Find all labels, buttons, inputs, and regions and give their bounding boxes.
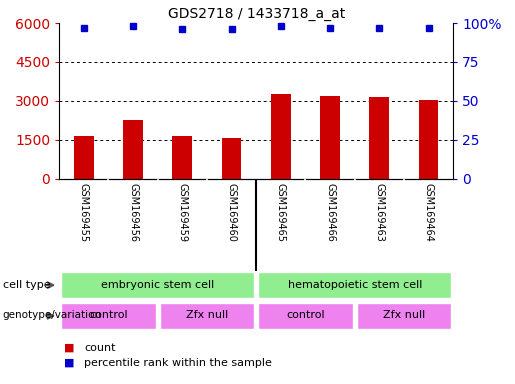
Text: GSM169463: GSM169463: [374, 183, 384, 242]
Text: GSM169464: GSM169464: [423, 183, 434, 242]
Text: control: control: [89, 310, 128, 320]
Text: control: control: [286, 310, 325, 320]
Bar: [419, 99, 438, 179]
Text: ■: ■: [64, 343, 75, 353]
Bar: [369, 97, 389, 179]
Text: Zfx null: Zfx null: [186, 310, 228, 320]
Text: GSM169466: GSM169466: [325, 183, 335, 242]
Text: GSM169455: GSM169455: [79, 183, 89, 242]
Bar: [357, 303, 451, 328]
Bar: [61, 273, 254, 298]
Text: GSM169456: GSM169456: [128, 183, 138, 242]
Bar: [258, 273, 451, 298]
Text: hematopoietic stem cell: hematopoietic stem cell: [287, 280, 422, 290]
Text: count: count: [84, 343, 115, 353]
Text: GSM169465: GSM169465: [276, 183, 286, 242]
Text: GSM169459: GSM169459: [177, 183, 187, 242]
Bar: [320, 96, 340, 179]
Bar: [271, 94, 290, 179]
Text: ■: ■: [64, 358, 75, 368]
Text: percentile rank within the sample: percentile rank within the sample: [84, 358, 272, 368]
Bar: [258, 303, 353, 328]
Text: embryonic stem cell: embryonic stem cell: [101, 280, 214, 290]
Title: GDS2718 / 1433718_a_at: GDS2718 / 1433718_a_at: [167, 7, 345, 21]
Bar: [123, 120, 143, 179]
Text: Zfx null: Zfx null: [383, 310, 425, 320]
Bar: [173, 136, 192, 179]
Bar: [160, 303, 254, 328]
Text: genotype/variation: genotype/variation: [3, 310, 101, 320]
Text: GSM169460: GSM169460: [227, 183, 236, 242]
Bar: [74, 136, 94, 179]
Text: cell type: cell type: [3, 280, 50, 290]
Bar: [222, 138, 242, 179]
Bar: [61, 303, 156, 328]
